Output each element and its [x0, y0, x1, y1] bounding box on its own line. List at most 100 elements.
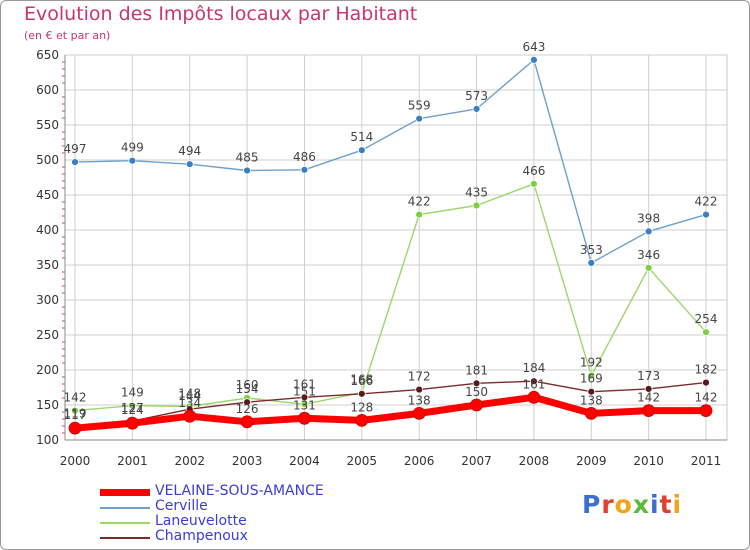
data-label: 160	[236, 378, 259, 392]
data-label: 573	[465, 89, 488, 103]
data-point	[472, 105, 481, 113]
y-tick-label: 650	[36, 48, 59, 62]
data-point	[415, 210, 424, 219]
x-tick-label: 2003	[232, 454, 263, 468]
data-point	[355, 413, 369, 427]
data-point	[300, 165, 309, 174]
x-tick-label: 2011	[691, 454, 722, 468]
data-label: 353	[580, 243, 603, 257]
legend-swatch	[100, 537, 150, 539]
legend-item: Cerville	[100, 498, 420, 515]
data-label: 119	[64, 407, 87, 421]
legend-swatch	[100, 489, 150, 496]
data-label: 154	[236, 382, 259, 396]
data-point	[530, 179, 538, 188]
data-point	[243, 398, 251, 407]
data-point	[702, 378, 710, 387]
data-label: 148	[178, 386, 201, 400]
data-label: 422	[695, 195, 718, 209]
legend-label: Laneuvelotte	[155, 513, 247, 529]
data-point	[644, 227, 653, 236]
logo-letter: o	[614, 490, 633, 519]
chart-subtitle: (en € et par an)	[24, 29, 111, 42]
data-point	[470, 398, 483, 412]
data-point	[68, 421, 82, 435]
data-label: 422	[408, 195, 431, 209]
logo-letter: r	[601, 490, 615, 519]
data-label: 643	[522, 40, 545, 54]
data-point	[587, 371, 596, 380]
data-label: 138	[408, 393, 431, 407]
x-tick-label: 2010	[633, 454, 664, 468]
data-label: 559	[408, 99, 431, 113]
data-label: 134	[178, 396, 201, 410]
data-label: 514	[350, 130, 373, 144]
chart-title: Evolution des Impôts locaux par Habitant	[24, 3, 418, 25]
plot-area	[64, 54, 728, 441]
logo-letter: i	[650, 490, 660, 519]
data-label: 128	[350, 400, 373, 414]
data-label: 169	[580, 372, 603, 386]
series-line-champenoux	[74, 380, 707, 428]
data-point	[298, 411, 311, 425]
legend-item: VELAINE-SOUS-AMANCE	[100, 483, 420, 500]
data-point	[185, 160, 194, 169]
data-point	[702, 210, 710, 219]
legend-swatch	[100, 522, 150, 524]
data-point	[415, 385, 424, 394]
x-tick-label: 2008	[519, 454, 550, 468]
series-line-velaine-sous-amance	[71, 393, 710, 432]
data-point	[128, 156, 137, 165]
legend-item: Champenoux	[100, 528, 420, 545]
legend-swatch	[100, 507, 150, 509]
data-label: 168	[350, 372, 373, 386]
data-label: 494	[178, 144, 201, 158]
data-label: 184	[522, 361, 545, 375]
legend-item: Laneuvelotte	[100, 513, 420, 530]
y-tick-label: 500	[36, 153, 59, 167]
data-point	[357, 389, 366, 398]
data-label: 499	[121, 141, 144, 155]
data-point	[128, 401, 137, 410]
data-label: 181	[465, 363, 488, 377]
series-line-cerville	[74, 59, 707, 264]
y-tick-label: 550	[36, 118, 59, 132]
y-tick-label: 250	[36, 328, 59, 342]
data-label: 117	[64, 408, 87, 422]
data-point	[415, 114, 424, 123]
x-tick-label: 2002	[174, 454, 205, 468]
x-tick-label: 2001	[117, 454, 148, 468]
data-point	[642, 404, 656, 418]
data-point	[584, 406, 598, 420]
data-label: 398	[637, 211, 660, 225]
data-point	[183, 409, 197, 423]
logo-letter: x	[632, 490, 650, 519]
data-point	[644, 263, 653, 272]
data-label: 346	[637, 248, 660, 262]
data-point	[472, 201, 481, 210]
legend-label: VELAINE-SOUS-AMANCE	[155, 483, 324, 499]
y-tick-label: 300	[36, 293, 59, 307]
data-label: 124	[121, 403, 144, 417]
data-point	[71, 406, 79, 415]
data-label: 254	[695, 312, 718, 326]
data-label: 182	[695, 363, 718, 377]
proxiti-logo: Proxiti	[582, 490, 682, 519]
data-point	[530, 377, 538, 386]
x-tick-label: 2009	[576, 454, 607, 468]
data-point	[125, 416, 139, 430]
data-label: 161	[522, 377, 545, 391]
y-tick-label: 400	[36, 223, 59, 237]
y-tick-label: 100	[36, 433, 59, 447]
data-label: 151	[293, 384, 316, 398]
y-tick-label: 450	[36, 188, 59, 202]
x-tick-label: 2000	[60, 454, 91, 468]
data-point	[702, 328, 710, 337]
data-point	[587, 258, 596, 267]
data-point	[300, 393, 309, 402]
data-label: 126	[236, 402, 259, 416]
legend-label: Champenoux	[155, 528, 248, 544]
data-label: 127	[121, 401, 144, 415]
data-point	[412, 406, 426, 420]
